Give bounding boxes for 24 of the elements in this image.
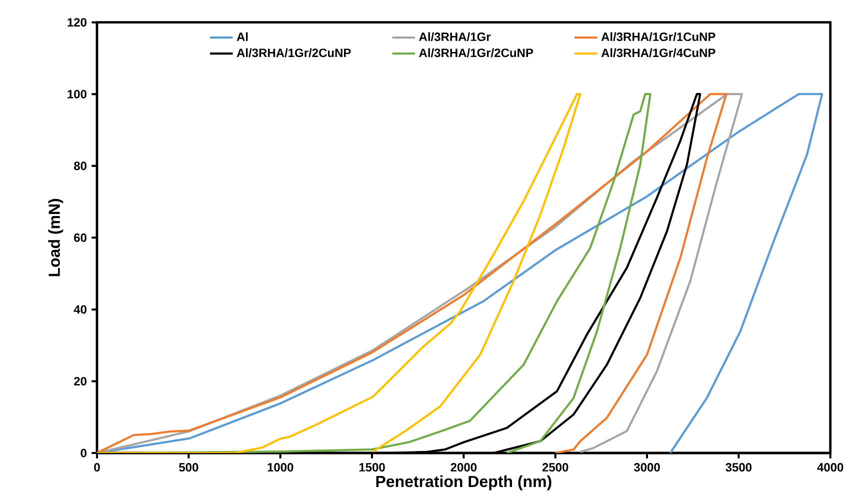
x-axis-title: Penetration Depth (nm) [376, 475, 552, 490]
legend-label: Al/3RHA/1Gr/2CuNP [419, 48, 534, 58]
x-tick-label: 2000 [450, 463, 477, 472]
y-tick-label: 20 [74, 376, 86, 386]
x-tick-label: 2500 [542, 463, 568, 472]
legend-label: Al/3RHA/1Gr [419, 32, 491, 42]
x-tick-label: 3500 [726, 463, 752, 472]
legend-label: Al [236, 32, 248, 41]
y-axis-title: Load (mN) [48, 198, 64, 276]
x-tick-label: 4000 [817, 463, 844, 472]
legend-label: Al/3RHA/1Gr/4CuNP [601, 48, 716, 58]
x-tick-label: 1000 [268, 463, 294, 472]
legend-label: Al/3RHA/1Gr/2CuNP [236, 48, 351, 58]
y-tick-label: 40 [74, 305, 86, 314]
y-tick-label: 120 [68, 18, 86, 27]
legend-label: Al/3RHA/1Gr/1CuNP [601, 32, 716, 42]
y-tick-label: 80 [74, 162, 86, 170]
x-tick-label: 0 [94, 463, 100, 472]
x-tick-label: 3000 [634, 463, 660, 472]
x-tick-label: 500 [179, 463, 198, 472]
y-tick-label: 0 [80, 448, 86, 458]
y-tick-label: 60 [74, 233, 86, 242]
y-tick-label: 100 [68, 90, 86, 98]
x-tick-label: 1500 [359, 463, 385, 472]
